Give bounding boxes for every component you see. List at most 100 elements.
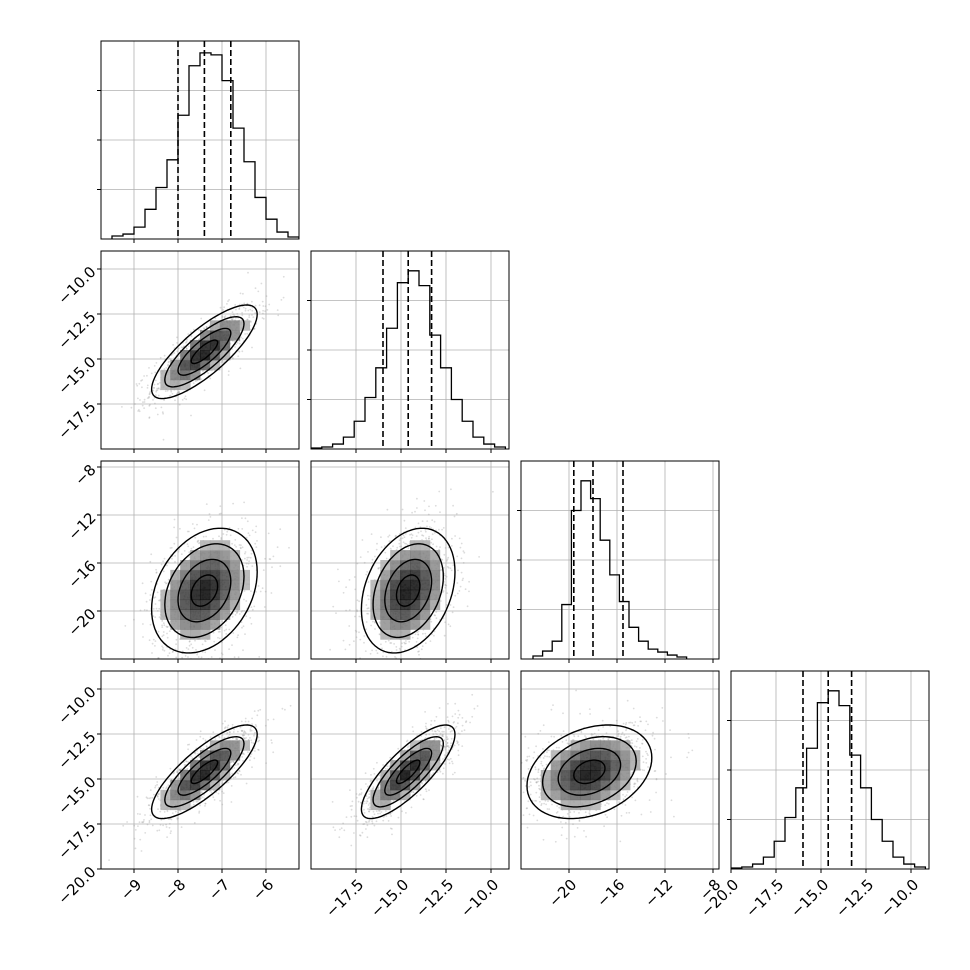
sample-point: [417, 633, 420, 636]
sample-point: [245, 737, 248, 739]
sample-point: [236, 611, 239, 613]
sample-point: [150, 553, 153, 556]
sample-point: [156, 795, 159, 798]
sample-point: [170, 818, 173, 821]
sample-point: [156, 783, 159, 786]
sample-point: [412, 791, 415, 794]
density-cell: [180, 359, 191, 371]
sample-point: [384, 640, 387, 643]
sample-point: [221, 620, 223, 623]
sample-point: [205, 745, 208, 747]
sample-point: [229, 731, 231, 734]
sample-point: [492, 490, 494, 493]
sample-point: [163, 624, 166, 627]
sample-point: [199, 730, 202, 733]
sample-point: [154, 640, 157, 642]
sample-point: [152, 638, 155, 641]
sample-point: [238, 307, 241, 310]
sample-point: [119, 683, 121, 685]
sample-point: [452, 564, 455, 567]
sample-point: [452, 606, 455, 609]
density-cell: [190, 789, 201, 801]
sample-point: [224, 720, 226, 723]
sample-point: [180, 826, 183, 828]
density-cell: [410, 599, 421, 610]
contour-line: [177, 558, 232, 623]
density-cell: [209, 330, 221, 341]
sample-point: [244, 333, 247, 335]
sample-point: [272, 718, 275, 721]
sample-point: [439, 732, 442, 735]
sample-point: [156, 383, 159, 386]
sample-point: [359, 556, 362, 558]
sample-point: [240, 544, 242, 546]
sample-point: [169, 767, 172, 770]
sample-point: [382, 655, 384, 658]
sample-point: [378, 621, 381, 624]
sample-point: [388, 677, 390, 679]
sample-point: [251, 346, 253, 349]
sample-point: [237, 355, 240, 358]
sample-point: [148, 819, 151, 822]
density-cell: [390, 560, 401, 571]
sample-point: [444, 574, 446, 577]
sample-point: [163, 399, 166, 401]
sample-point: [243, 737, 246, 740]
sample-point: [125, 672, 127, 674]
sample-point: [233, 728, 236, 731]
sample-point: [138, 382, 141, 385]
density-cell: [410, 540, 421, 551]
density-cell: [200, 330, 211, 341]
sample-point: [232, 761, 235, 763]
sample-point: [401, 508, 404, 511]
sample-point: [150, 580, 153, 583]
sample-point: [161, 620, 164, 622]
sample-point: [223, 736, 226, 739]
sample-point: [398, 539, 401, 542]
sample-point: [164, 390, 167, 392]
sample-point: [176, 771, 179, 774]
density-cell: [400, 560, 411, 571]
sample-point: [407, 547, 410, 550]
sample-point: [241, 610, 244, 612]
density-cell: [200, 350, 211, 361]
sample-point: [209, 736, 212, 738]
sample-point: [178, 768, 181, 771]
sample-point: [133, 837, 136, 840]
sample-point: [423, 500, 426, 502]
sample-point: [371, 815, 374, 818]
density-cell: [229, 750, 241, 761]
sample-point: [382, 651, 385, 654]
sample-point: [445, 743, 448, 746]
density-cell: [180, 609, 191, 620]
sample-point: [178, 777, 181, 779]
sample-point: [136, 384, 139, 387]
sample-point: [257, 749, 260, 751]
sample-point: [335, 612, 337, 614]
sample-point: [403, 536, 406, 538]
sample-point: [432, 733, 435, 736]
sample-point: [155, 362, 158, 364]
sample-point: [184, 655, 187, 657]
sample-point: [221, 360, 224, 363]
sample-point: [152, 389, 155, 392]
sample-point: [191, 523, 194, 525]
sample-point: [191, 757, 194, 760]
sample-point: [174, 555, 177, 557]
sample-point: [169, 832, 172, 835]
sample-point: [236, 313, 239, 315]
sample-point: [254, 731, 256, 734]
sample-point: [375, 548, 378, 551]
sample-point: [235, 343, 238, 346]
sample-point: [188, 551, 191, 553]
sample-point: [417, 650, 419, 653]
sample-point: [163, 649, 166, 652]
sample-point: [161, 635, 164, 638]
histogram-3: [532, 480, 688, 659]
sample-point: [238, 544, 241, 546]
sample-point: [198, 756, 201, 758]
sample-point: [182, 667, 184, 669]
sample-point: [227, 374, 230, 376]
sample-point: [212, 796, 215, 799]
sample-point: [250, 552, 253, 555]
